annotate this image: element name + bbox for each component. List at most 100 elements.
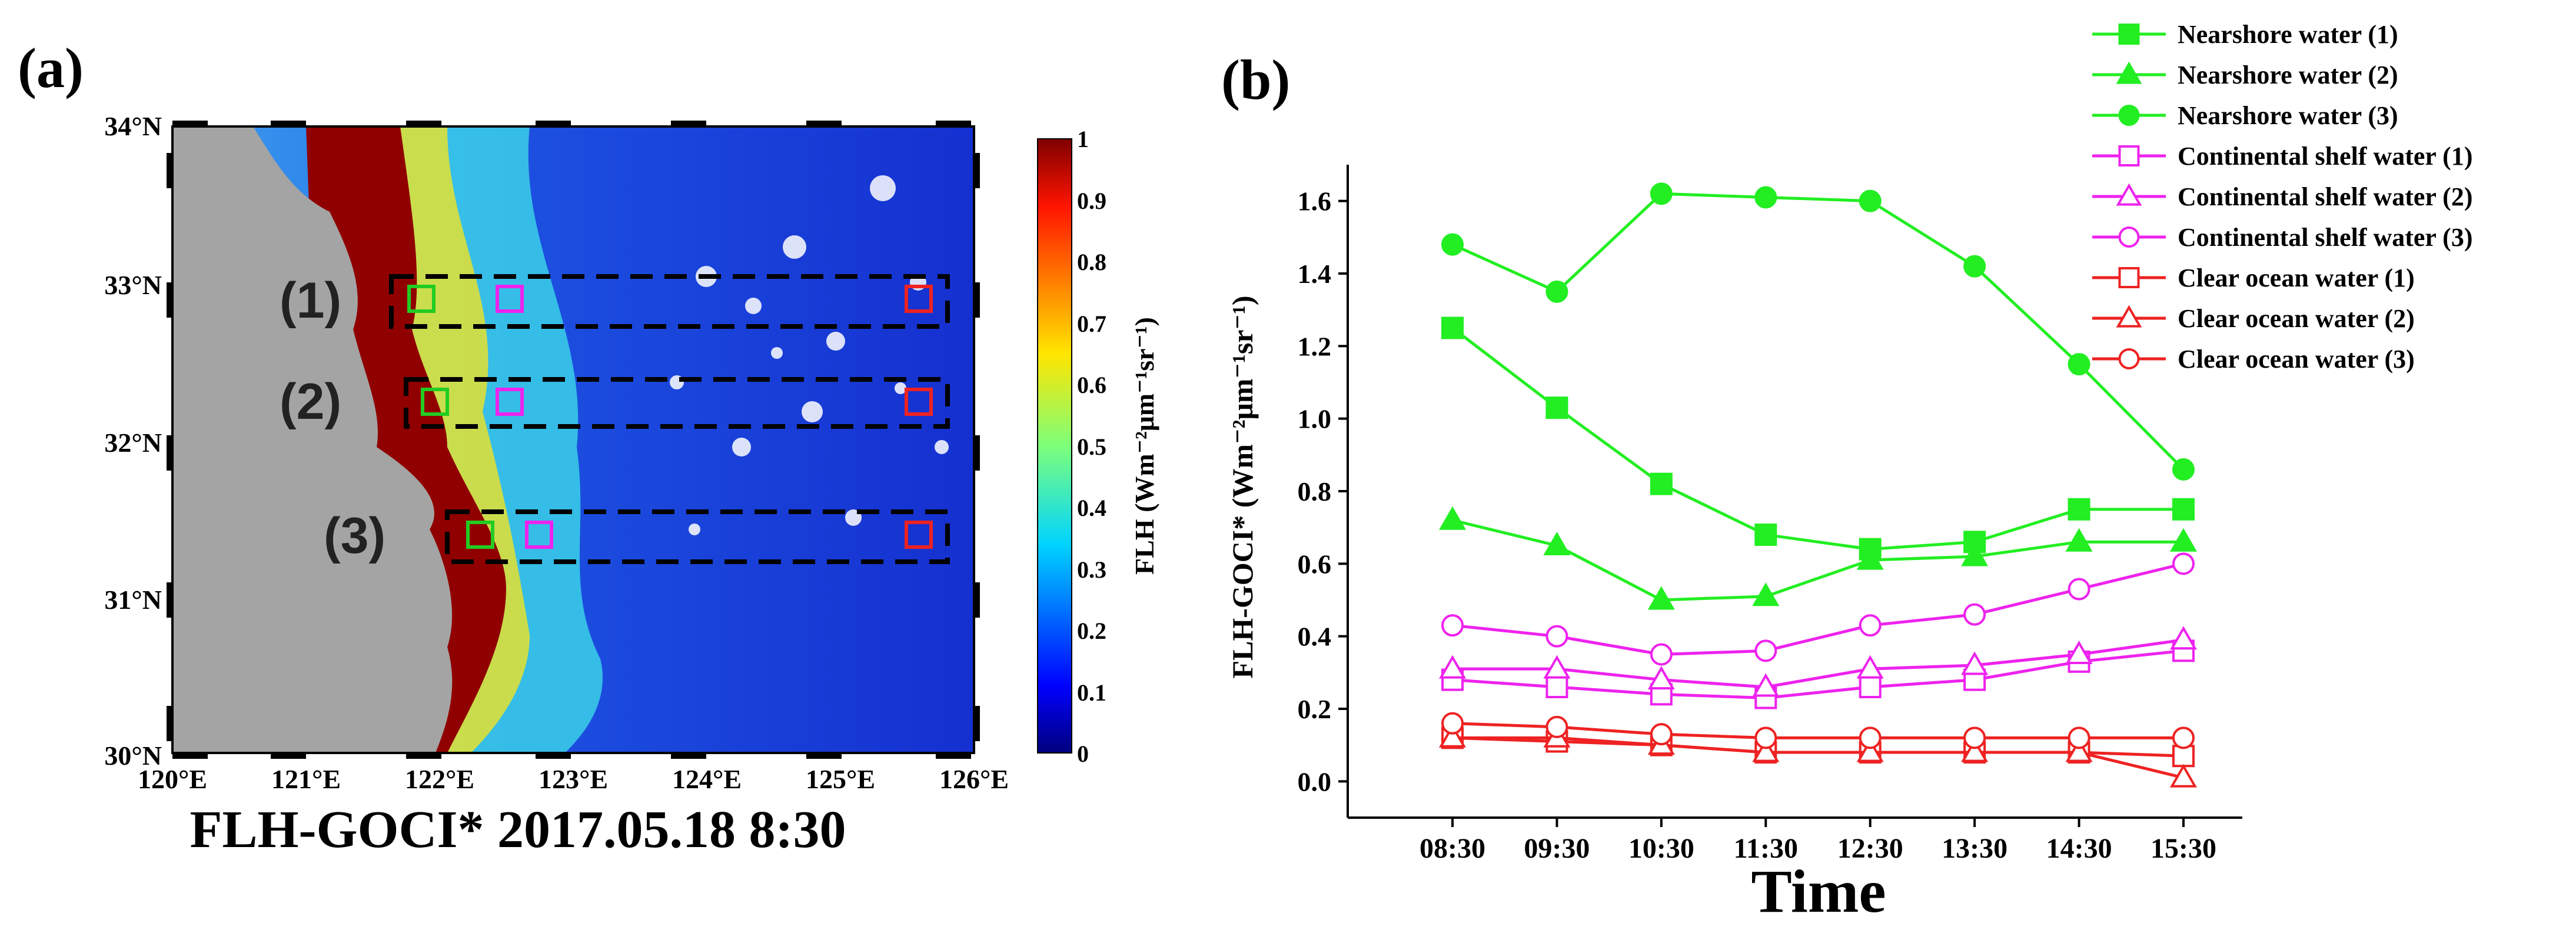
legend-label: Nearshore water (2)	[2178, 61, 2398, 89]
series-line	[1452, 518, 2183, 602]
series-6	[1441, 552, 2195, 666]
data-point	[1545, 676, 1568, 698]
ocean-box-2	[905, 388, 933, 416]
colorbar-tick: 0.3	[1077, 556, 1106, 583]
colorbar-tick: 0.2	[1077, 618, 1106, 644]
data-point	[1961, 738, 1989, 762]
x-tick-label: 12:30	[1837, 833, 1903, 864]
legend-item: Clear ocean water (3)	[2092, 345, 2415, 374]
y-axis-title: FLH-GOCI* (Wm⁻²μm⁻¹sr⁻¹)	[1226, 295, 1259, 678]
legend-item: Continental shelf water (1)	[2092, 142, 2472, 171]
series-line	[1451, 326, 2183, 551]
data-point	[1963, 726, 1986, 749]
y-tick-label: 0.2	[1298, 694, 1332, 724]
colorbar-ticks: 1 0.9 0.8 0.7 0.6 0.5 0.4 0.3 0.2 0.1 0	[1077, 126, 1106, 767]
nearshore-box-2	[421, 388, 449, 416]
lat-label: 30°N	[104, 741, 162, 771]
data-point	[2065, 738, 2093, 762]
legend-marker	[2118, 145, 2140, 166]
series-2	[1438, 506, 2198, 610]
map-area	[167, 121, 980, 759]
series-line	[1451, 192, 2185, 471]
data-point	[1859, 726, 1882, 749]
data-point	[1752, 673, 1780, 697]
region-label-3: (3)	[324, 508, 385, 564]
x-axis-title: Time	[1751, 858, 1886, 925]
shelf-box-3	[525, 521, 553, 549]
data-point	[1961, 651, 1989, 675]
data-point	[1543, 531, 1571, 555]
data-point	[1647, 666, 1675, 690]
data-point	[2169, 626, 2198, 650]
x-tick-label: 08:30	[1420, 833, 1485, 864]
data-point	[1441, 614, 1464, 637]
colorbar-tick: 0	[1077, 741, 1089, 767]
data-point	[1754, 186, 1777, 209]
legend-item: Continental shelf water (3)	[2092, 223, 2472, 252]
series-5	[1438, 626, 2198, 697]
data-point	[1438, 506, 1467, 530]
legend-label: Clear ocean water (3)	[2178, 345, 2415, 374]
lat-label: 33°N	[104, 270, 162, 300]
series-3	[1441, 182, 2195, 481]
legend-marker	[2118, 24, 2140, 45]
colorbar-tick: 0.8	[1077, 249, 1106, 275]
data-point	[1752, 738, 1780, 762]
legend-label: Nearshore water (1)	[2178, 20, 2398, 49]
legend-item: Clear ocean water (2)	[2092, 304, 2415, 333]
data-point	[1438, 724, 1467, 748]
series-1	[1441, 316, 2195, 561]
data-point	[1647, 586, 1675, 610]
frame-ticks	[167, 121, 980, 759]
x-tick-label: 11:30	[1734, 833, 1798, 864]
colorbar-tick: 0.4	[1077, 495, 1106, 521]
data-point	[2172, 498, 2195, 521]
legend-marker	[2116, 183, 2142, 206]
transect-3	[445, 509, 950, 564]
x-tick-label: 15:30	[2150, 833, 2216, 864]
land-mainland	[172, 126, 453, 753]
legend-label: Clear ocean water (1)	[2178, 264, 2415, 292]
data-point	[1856, 655, 1884, 679]
lat-label: 31°N	[104, 585, 162, 615]
legend-item: Nearshore water (1)	[2092, 20, 2398, 49]
legend-item: Nearshore water (3)	[2092, 101, 2398, 130]
colorbar-tick: 1	[1077, 126, 1089, 152]
nearshore-box-3	[466, 521, 494, 549]
y-ticks: 0.0 0.2 0.4 0.6 0.8 1.0 1.2 1.4 1.6	[1298, 186, 1348, 796]
legend-marker	[2118, 105, 2140, 126]
cloud-flecks	[670, 175, 949, 535]
lon-label: 125°E	[806, 764, 875, 794]
series-9	[1441, 712, 2195, 749]
series-layer	[1438, 182, 2198, 788]
x-tick-label: 13:30	[1942, 833, 2007, 864]
line-chart: 0.0 0.2 0.4 0.6 0.8 1.0 1.2 1.4 1.6 08:30 09:30 10…	[1226, 165, 2242, 925]
legend-marker	[2116, 61, 2142, 84]
colorbar-tick: 0.9	[1077, 188, 1106, 214]
data-point	[1963, 255, 1986, 278]
lon-label: 122°E	[405, 764, 474, 794]
sample-squares	[407, 285, 933, 549]
lon-label: 123°E	[539, 764, 608, 794]
data-point	[1856, 738, 1884, 762]
data-point	[1441, 233, 1464, 256]
legend-item: Nearshore water (2)	[2092, 61, 2398, 89]
land-island	[330, 486, 412, 521]
legend: Nearshore water (1) Nearshore water (2) Ne…	[2092, 20, 2472, 374]
data-point	[1650, 643, 1673, 666]
data-point	[1856, 546, 1884, 570]
data-point	[1859, 614, 1882, 637]
data-point	[1438, 655, 1467, 679]
ocean-box-1	[905, 285, 933, 313]
y-tick-label: 0.8	[1298, 476, 1332, 506]
legend-label: Continental shelf water (3)	[2178, 223, 2472, 252]
data-point	[2068, 498, 2090, 521]
data-point	[1545, 396, 1568, 419]
legend-marker	[2118, 226, 2140, 248]
x-tick-label: 09:30	[1524, 833, 1590, 864]
series-line	[1452, 649, 2184, 700]
data-point	[2172, 552, 2195, 575]
lat-label: 32°N	[104, 428, 162, 458]
series-line	[1452, 736, 2184, 779]
data-point	[1650, 472, 1673, 495]
